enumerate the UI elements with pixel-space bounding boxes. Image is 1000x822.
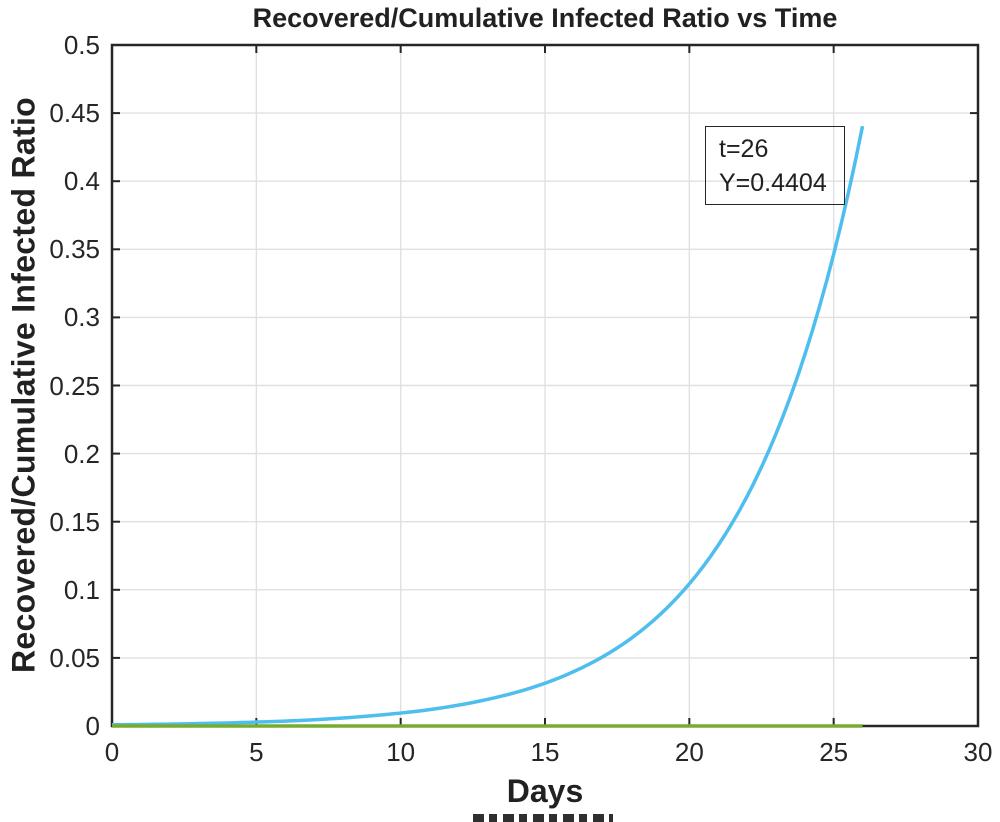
series-line-recovered-cumulative-infected-ratio (111, 125, 865, 727)
x-tick-label: 25 (819, 737, 849, 767)
y-tick-label: 0.15 (49, 506, 100, 537)
y-tick-label: 0.05 (49, 642, 100, 673)
y-tick-label: 0.25 (49, 370, 100, 401)
x-axis-label: Days (506, 773, 584, 809)
y-tick-label: 0.3 (63, 302, 100, 333)
annotation-line-y: Y=0.4404 (719, 169, 827, 197)
datatip-annotation: t=26 Y=0.4404 (705, 126, 845, 205)
y-tick-label: 0.1 (63, 574, 100, 605)
x-tick-label: 15 (530, 737, 560, 767)
y-tick-label: 0.35 (49, 234, 100, 265)
y-tick-label: 0.2 (63, 438, 100, 469)
y-tick-label: 0.4 (63, 166, 100, 197)
y-tick-label: 0 (85, 711, 100, 741)
clipped-text-fragment (473, 814, 613, 822)
x-tick-label: 5 (249, 737, 264, 767)
annotation-line-t: t=26 (719, 135, 769, 163)
x-tick-label: 20 (674, 737, 704, 767)
x-tick-label: 0 (104, 737, 120, 767)
x-tick-label: 30 (963, 737, 993, 767)
y-tick-label: 0.5 (63, 30, 100, 60)
chart-title: Recovered/Cumulative Infected Ratio vs T… (252, 3, 838, 33)
x-tick-label: 10 (386, 737, 416, 767)
y-tick-label: 0.45 (49, 98, 100, 129)
